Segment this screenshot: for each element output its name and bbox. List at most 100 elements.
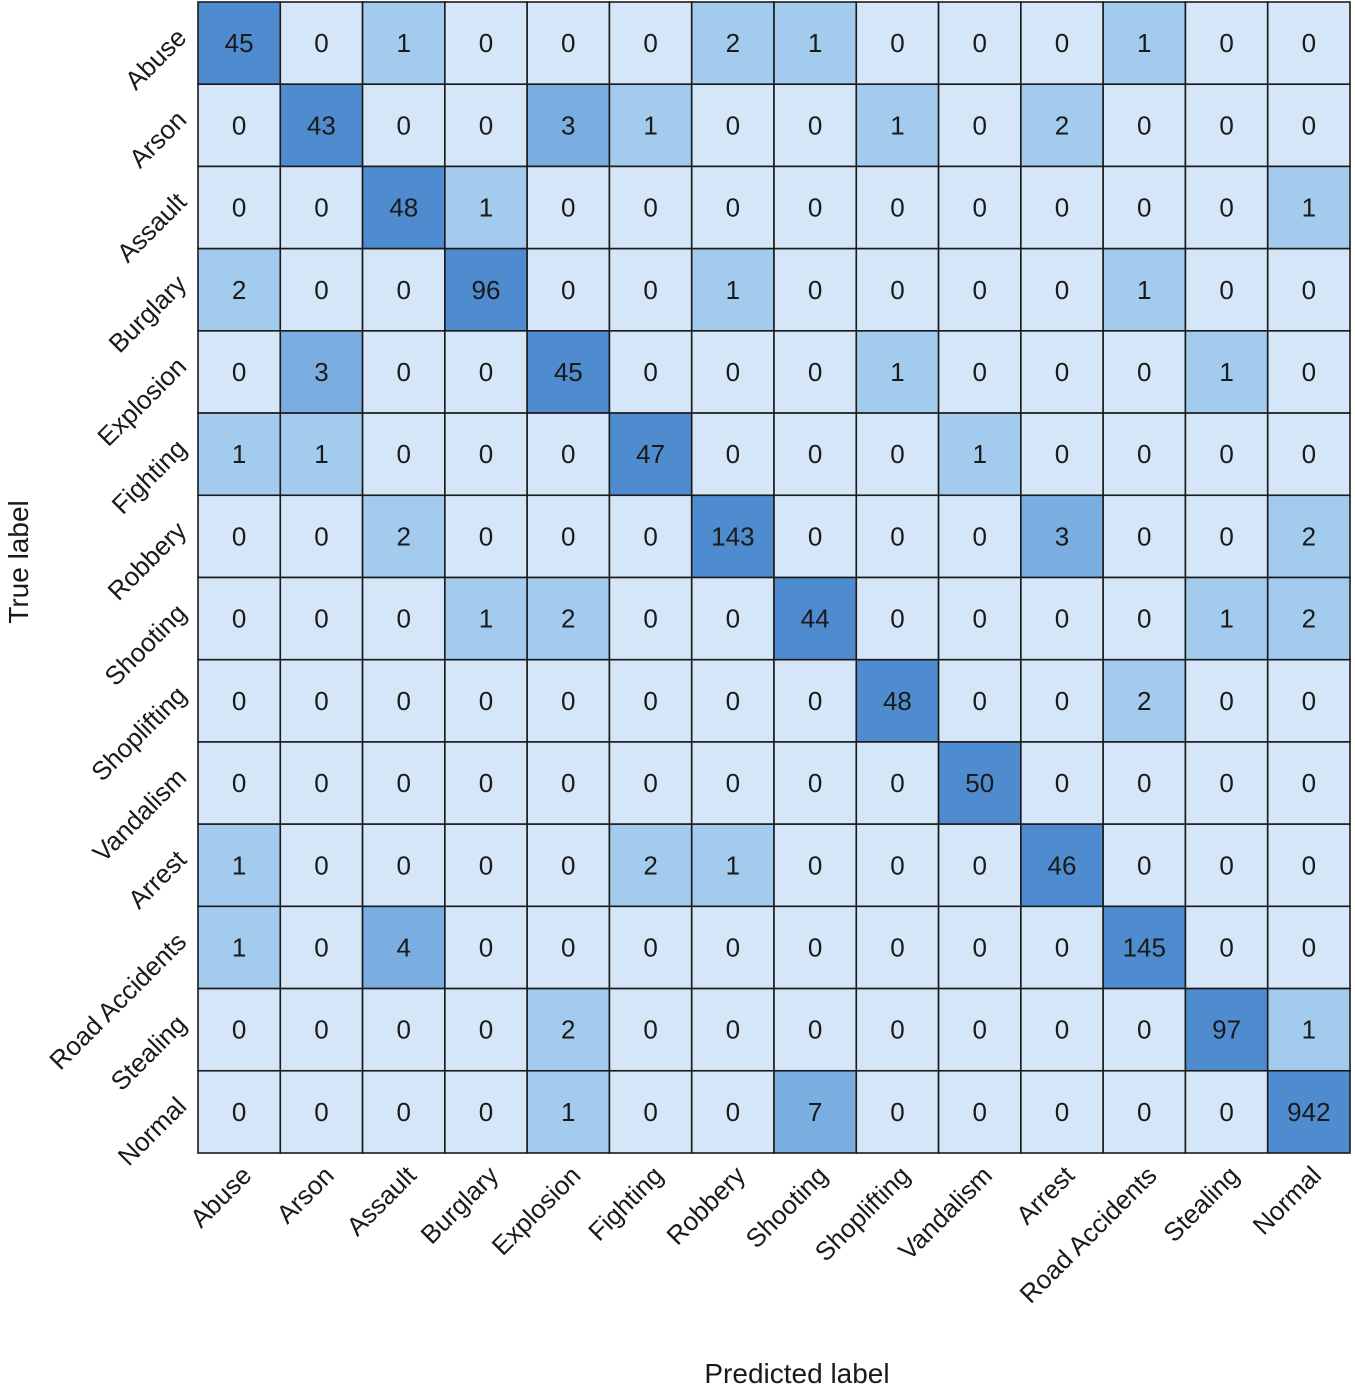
cell-value-label: 0 [479, 28, 493, 58]
heatmap-cell [690, 1069, 775, 1154]
cell-value-label: 0 [643, 1097, 657, 1127]
heatmap-cell [773, 247, 858, 332]
heatmap-cell [1266, 412, 1351, 497]
heatmap-cell [608, 741, 693, 825]
cell-value-label: 0 [479, 850, 493, 880]
heatmap-cell [279, 905, 364, 990]
cell-value-label: 0 [726, 1097, 740, 1127]
cell-value-label: 0 [561, 521, 575, 551]
y-tick-label: Burglary [103, 269, 193, 359]
cell-value-label: 43 [307, 110, 336, 140]
cell-value-label: 0 [726, 193, 740, 223]
heatmap-cell [1020, 83, 1104, 168]
cell-value-label: 0 [314, 1015, 328, 1045]
heatmap-cell [690, 905, 775, 990]
y-tick-label: Normal [112, 1091, 192, 1171]
cell-value-label: 1 [396, 28, 410, 58]
cell-value-label: 0 [1302, 768, 1316, 798]
cell-value-label: 0 [314, 193, 328, 223]
cell-value-label: 0 [972, 850, 986, 880]
heatmap-cell [773, 165, 858, 250]
cell-value-label: 0 [1055, 686, 1069, 716]
heatmap-cell [361, 823, 446, 908]
heatmap-cell [855, 741, 940, 825]
cell-value-label: 2 [561, 604, 575, 634]
cell-value-label: 0 [808, 439, 822, 469]
cell-value-label: 2 [726, 28, 740, 58]
cell-value-label: 0 [643, 604, 657, 634]
heatmap-cell [526, 987, 611, 1072]
cell-value-label: 0 [726, 357, 740, 387]
cell-value-label: 0 [890, 850, 904, 880]
cell-value-label: 0 [726, 110, 740, 140]
cell-value-label: 0 [1055, 768, 1069, 798]
y-tick-label: Robbery [102, 515, 193, 606]
cell-value-label: 0 [396, 357, 410, 387]
x-axis-label: Predicted label [704, 1358, 889, 1388]
y-axis-label: True label [3, 500, 34, 623]
cell-value-label: 0 [232, 357, 246, 387]
heatmap-cell [608, 905, 693, 990]
cell-value-label: 0 [479, 439, 493, 469]
cell-value-label: 0 [396, 604, 410, 634]
cell-value-label: 0 [1302, 439, 1316, 469]
heatmap-cell [855, 576, 940, 661]
cell-value-label: 0 [561, 275, 575, 305]
heatmap-cell [444, 83, 528, 168]
cell-value-label: 0 [561, 28, 575, 58]
heatmap-cell [773, 1, 858, 86]
cell-value-label: 0 [808, 275, 822, 305]
heatmap-cell [608, 658, 693, 743]
cell-value-label: 0 [1219, 28, 1233, 58]
heatmap-cell [361, 247, 446, 332]
x-tick-labels: Abuse Arson AssaultBurglaryExplosionFighti… [184, 1159, 1327, 1309]
heatmap-cell [1266, 905, 1351, 990]
cell-value-label: 942 [1287, 1097, 1330, 1127]
cell-value-label: 0 [396, 275, 410, 305]
cell-value-label: 0 [232, 1097, 246, 1127]
heatmap-cell [773, 330, 858, 414]
heatmap-cell [1184, 494, 1269, 579]
cell-value-label: 1 [1219, 357, 1233, 387]
cell-value-label: 0 [396, 686, 410, 716]
y-tick-label: Shooting [98, 598, 192, 692]
heatmap-cell [361, 658, 446, 743]
heatmap-cell [526, 247, 611, 332]
cell-value-label: 0 [1137, 110, 1151, 140]
cell-value-label: 0 [726, 768, 740, 798]
heatmap-cell [1102, 247, 1187, 332]
y-tick-labels: Abuse Arson AssaultBurglaryExplosionFighti… [43, 22, 193, 1171]
heatmap-cell [197, 905, 282, 990]
cell-value-label: 0 [808, 1015, 822, 1045]
heatmap-cell [444, 658, 528, 743]
heatmap-cell [773, 823, 858, 908]
x-tick-label: Stealing [1157, 1160, 1245, 1248]
heatmap-cell [690, 247, 775, 332]
cell-value-label: 0 [1219, 850, 1233, 880]
cell-value-label: 1 [1219, 604, 1233, 634]
heatmap-cell [608, 1, 693, 86]
heatmap-cell [197, 247, 282, 332]
cell-value-label: 0 [808, 110, 822, 140]
y-tick-label: Explosion [91, 351, 192, 452]
heatmap-cell [444, 247, 528, 332]
heatmap-cell [526, 823, 611, 908]
cell-value-label: 0 [808, 932, 822, 962]
heatmap-cell [526, 576, 611, 661]
cell-value-label: 0 [1055, 604, 1069, 634]
heatmap-cell [279, 83, 364, 168]
cell-value-label: 0 [479, 110, 493, 140]
cell-value-label: 0 [1302, 275, 1316, 305]
cell-value-label: 0 [314, 28, 328, 58]
cell-value-label: 0 [479, 521, 493, 551]
cell-value-label: 0 [1137, 439, 1151, 469]
cell-value-label: 0 [396, 1097, 410, 1127]
heatmap-cell [1102, 823, 1187, 908]
x-tick-label: Arrest [1010, 1159, 1081, 1230]
heatmap-cell [279, 412, 364, 497]
cell-value-label: 0 [972, 521, 986, 551]
heatmap-cell [773, 987, 858, 1072]
cell-value-label: 1 [890, 110, 904, 140]
cell-value-label: 143 [711, 521, 754, 551]
heatmap-cell [361, 412, 446, 497]
